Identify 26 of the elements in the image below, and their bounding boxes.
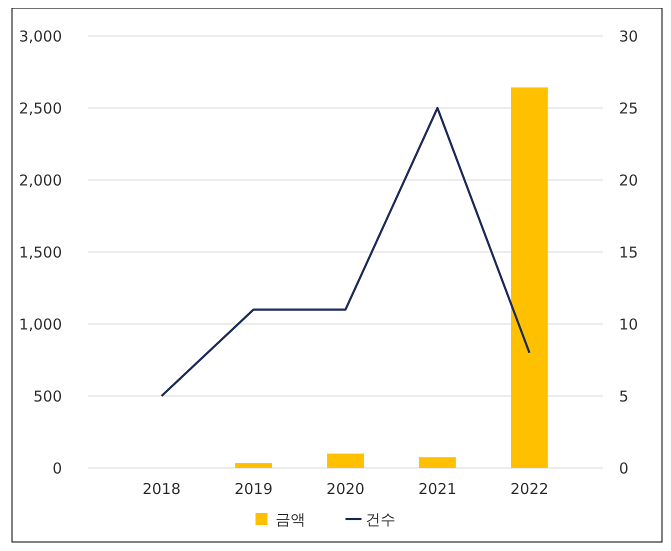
y-tick-label: 2,500 bbox=[19, 99, 62, 118]
bar bbox=[327, 454, 364, 468]
x-tick-label: 2019 bbox=[234, 480, 273, 498]
x-tick-label: 2018 bbox=[142, 480, 181, 498]
y2-tick-label: 5 bbox=[619, 387, 629, 406]
legend-label: 금액 bbox=[276, 510, 306, 528]
y-tick-label: 500 bbox=[33, 387, 62, 406]
x-tick-label: 2020 bbox=[326, 480, 365, 498]
x-tick-label: 2022 bbox=[510, 480, 549, 498]
y-tick-label: 3,000 bbox=[19, 27, 62, 46]
bar bbox=[419, 457, 456, 468]
bar bbox=[511, 87, 548, 468]
y2-tick-label: 25 bbox=[619, 99, 638, 118]
legend-label: 건수 bbox=[366, 510, 396, 528]
line-series bbox=[160, 106, 531, 398]
x-tick-label: 2021 bbox=[418, 480, 457, 498]
y2-tick-label: 10 bbox=[619, 315, 638, 334]
y-tick-label: 2,000 bbox=[19, 171, 62, 190]
y2-tick-label: 0 bbox=[619, 459, 629, 478]
y2-tick-label: 20 bbox=[619, 171, 638, 190]
y-tick-label: 1,500 bbox=[19, 243, 62, 262]
y2-tick-label: 30 bbox=[619, 27, 638, 46]
y2-tick-label: 15 bbox=[619, 243, 638, 262]
y-tick-label: 1,000 bbox=[19, 315, 62, 334]
y-tick-label: 0 bbox=[52, 459, 62, 478]
bar bbox=[235, 463, 272, 468]
